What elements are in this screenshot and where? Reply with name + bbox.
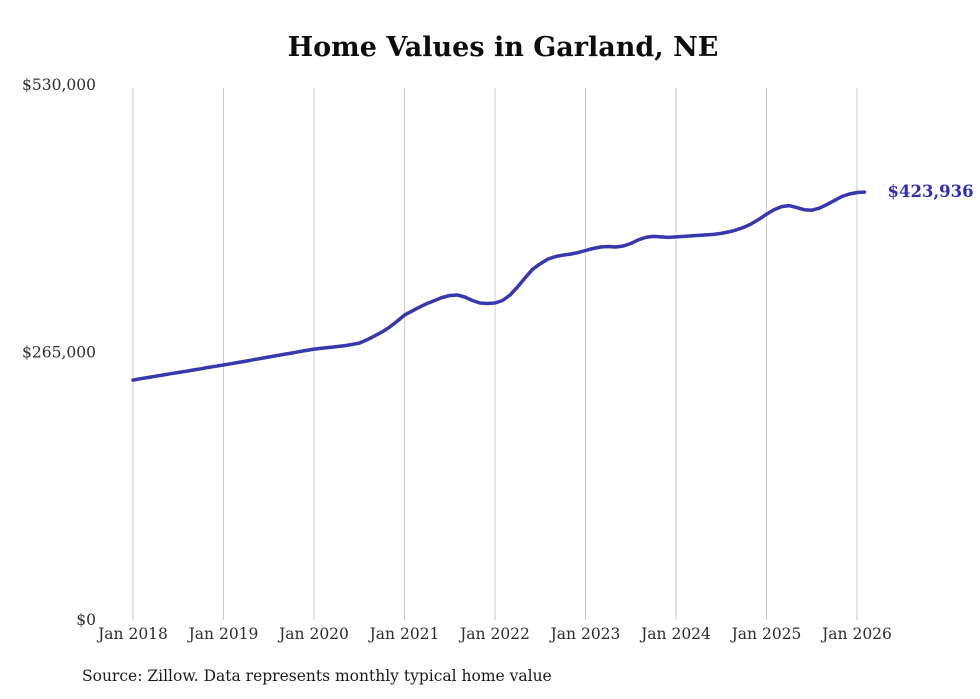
source-note: Source: Zillow. Data represents monthly … [82, 667, 552, 685]
y-tick-label: $0 [76, 611, 96, 629]
y-tick-label: $530,000 [22, 76, 96, 94]
chart-title: Home Values in Garland, NE [288, 32, 719, 63]
x-tick-label: Jan 2018 [96, 625, 168, 643]
x-tick-label: Jan 2021 [368, 625, 440, 643]
home-value-line [131, 190, 867, 382]
y-tick-label: $265,000 [22, 344, 96, 362]
x-tick-label: Jan 2023 [549, 625, 621, 643]
x-tick-label: Jan 2026 [820, 625, 892, 643]
year-gridlines [132, 88, 858, 620]
x-axis-tick-labels: Jan 2018 Jan 2019 Jan 2020 Jan 2021 Jan 2022… [96, 625, 892, 643]
x-tick-label: Jan 2020 [277, 625, 349, 643]
x-tick-label: Jan 2022 [458, 625, 530, 643]
x-tick-label: Jan 2025 [730, 625, 802, 643]
x-tick-label: Jan 2024 [639, 625, 711, 643]
current-value-label: $423,936 [888, 182, 974, 201]
y-axis-tick-labels: $0 $265,000 $530,000 [22, 76, 96, 629]
x-tick-label: Jan 2019 [187, 625, 259, 643]
